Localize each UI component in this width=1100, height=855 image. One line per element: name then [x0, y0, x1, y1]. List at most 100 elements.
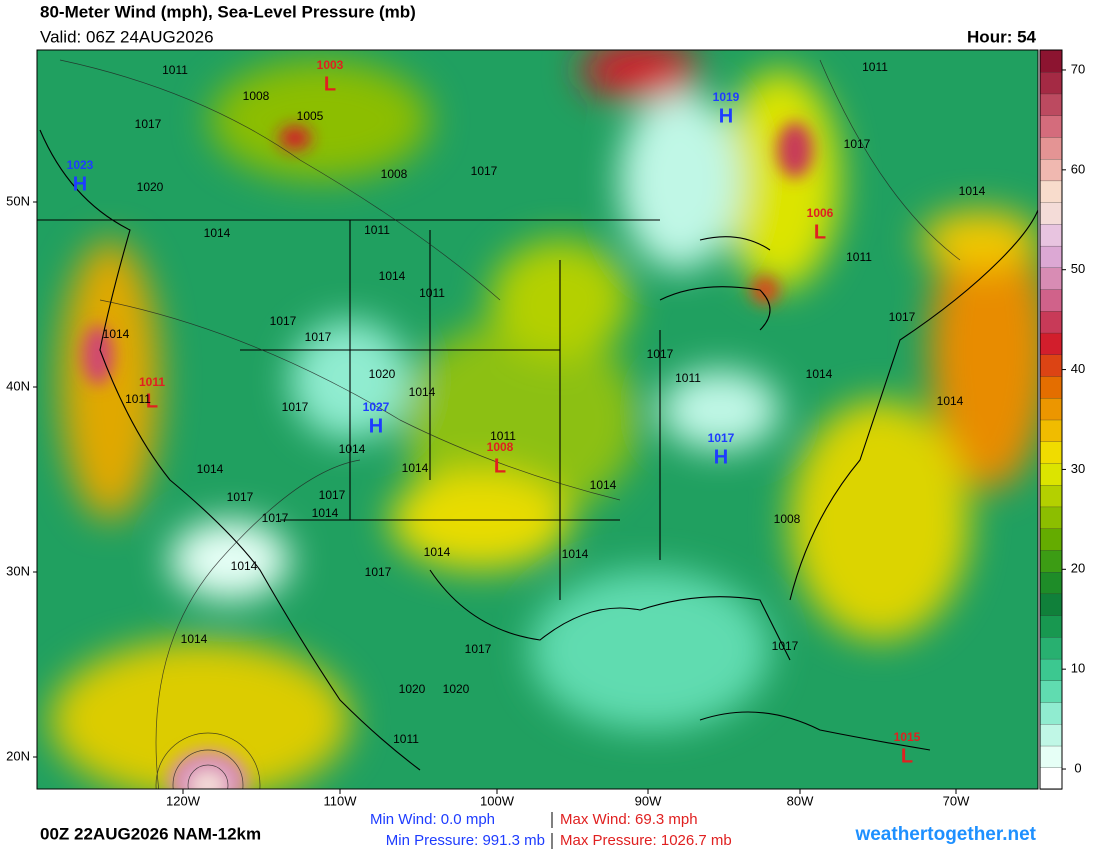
isobar-label: 1017	[889, 310, 916, 324]
isobar-label: 1011	[675, 371, 701, 385]
colorbar-band	[1039, 571, 1063, 595]
isobar-label: 1014	[402, 461, 429, 475]
isobar-label: 1017	[844, 137, 871, 151]
pressure-center-value: 1017	[708, 431, 735, 445]
isobar-label: 1014	[312, 506, 339, 520]
colorbar-band	[1039, 680, 1063, 703]
pressure-center-letter: H	[714, 446, 728, 468]
pressure-center-letter: L	[146, 390, 158, 412]
isobar-label: 1011	[490, 429, 516, 443]
colorbar-band	[1039, 93, 1063, 116]
lat-label: 20N	[6, 748, 30, 763]
footer-max-pressure: Max Pressure: 1026.7 mb	[560, 832, 732, 849]
pressure-center-value: 1015	[894, 730, 921, 744]
colorbar-band	[1039, 419, 1063, 442]
isobar-label: 1020	[399, 682, 426, 696]
colorbar-band	[1039, 245, 1063, 269]
isobar-label: 1014	[806, 367, 833, 381]
valid-time: Valid: 06Z 24AUG2026	[40, 27, 214, 46]
isobar-label: 1017	[647, 347, 674, 361]
lat-label: 30N	[6, 563, 30, 578]
lat-label: 40N	[6, 378, 30, 393]
colorbar-band	[1039, 636, 1063, 660]
isobar-label: 1014	[197, 462, 224, 476]
colorbar-tick-label: 60	[1071, 161, 1085, 176]
colorbar-tick-label: 50	[1071, 261, 1085, 276]
lon-label: 120W	[166, 793, 201, 808]
isobar-label: 1005	[297, 109, 324, 123]
colorbar-band	[1039, 158, 1063, 182]
isobar-label: 1011	[162, 63, 188, 77]
isobar-label: 1017	[471, 164, 498, 178]
pressure-center-letter: H	[369, 415, 383, 437]
pressure-center-letter: L	[814, 221, 826, 243]
colorbar-band	[1039, 136, 1063, 160]
isobar-label: 1017	[772, 639, 799, 653]
pressure-center-letter: H	[73, 173, 87, 195]
colorbar-tick-label: 30	[1071, 461, 1085, 476]
colorbar-tick-label: 0	[1074, 760, 1081, 775]
colorbar-band	[1039, 593, 1063, 616]
colorbar-band	[1039, 767, 1063, 790]
colorbar-band	[1039, 397, 1063, 421]
isobar-label: 1017	[305, 330, 332, 344]
pressure-center-value: 1011	[139, 375, 165, 389]
isobar-label: 1020	[137, 180, 164, 194]
footer-min-pressure: Min Pressure: 991.3 mb	[386, 832, 545, 849]
isobar-label: 1014	[424, 545, 451, 559]
colorbar-band	[1039, 354, 1063, 377]
isobar-label: 1020	[369, 367, 396, 381]
pressure-center-value: 1008	[487, 440, 514, 454]
pressure-center-value: 1023	[67, 158, 94, 172]
colorbar-band	[1039, 180, 1063, 203]
colorbar-band	[1039, 441, 1063, 464]
colorbar-band	[1039, 332, 1063, 355]
isobar-label: 1008	[774, 512, 801, 526]
isobar-label: 1020	[443, 682, 470, 696]
isobar-label: 1014	[339, 442, 366, 456]
colorbar-band	[1039, 614, 1063, 638]
colorbar-band	[1039, 462, 1063, 486]
colorbar-band	[1039, 506, 1063, 529]
map	[37, 50, 1038, 789]
colorbar-band	[1039, 267, 1063, 290]
colorbar-band	[1039, 723, 1063, 747]
pressure-center-value: 1003	[317, 58, 344, 72]
isobar-label: 1014	[103, 327, 130, 341]
isobar-label: 1017	[227, 490, 254, 504]
colorbar-tick-label: 40	[1071, 361, 1085, 376]
colorbar-band	[1039, 49, 1063, 73]
colorbar-tick-label: 10	[1071, 661, 1085, 676]
isobar-label: 1014	[204, 226, 231, 240]
lon-label: 100W	[480, 793, 515, 808]
pressure-center-value: 1019	[713, 90, 740, 104]
colorbar-band	[1039, 658, 1063, 681]
isobar-label: 1014	[562, 547, 589, 561]
isobar-label: 1017	[135, 117, 162, 131]
colorbar-band	[1039, 375, 1063, 399]
colorbar-band	[1039, 484, 1063, 508]
isobar-label: 1008	[381, 167, 408, 181]
colorbar-band	[1039, 201, 1063, 225]
isobar-label: 1011	[419, 286, 445, 300]
forecast-hour: Hour: 54	[967, 27, 1037, 46]
footer-site: weathertogether.net	[854, 824, 1036, 845]
pressure-center-letter: L	[494, 455, 506, 477]
isobar-label: 1014	[409, 385, 436, 399]
isobar-label: 1011	[125, 392, 151, 406]
isobar-label: 1011	[846, 250, 872, 264]
pressure-center-letter: L	[901, 745, 913, 767]
isobar-label: 1011	[364, 223, 390, 237]
lon-label: 70W	[943, 793, 970, 808]
colorbar-tick-label: 20	[1071, 561, 1085, 576]
colorbar-band	[1039, 745, 1063, 768]
colorbar-band	[1039, 115, 1063, 138]
isobar-label: 1014	[959, 184, 986, 198]
isobar-label: 1014	[590, 478, 617, 492]
footer-run: 00Z 22AUG2026 NAM-12km	[40, 824, 261, 843]
footer-max-wind: Max Wind: 69.3 mph	[560, 811, 698, 828]
colorbar-band	[1039, 310, 1063, 334]
lon-label: 90W	[635, 793, 662, 808]
lon-label: 80W	[787, 793, 814, 808]
